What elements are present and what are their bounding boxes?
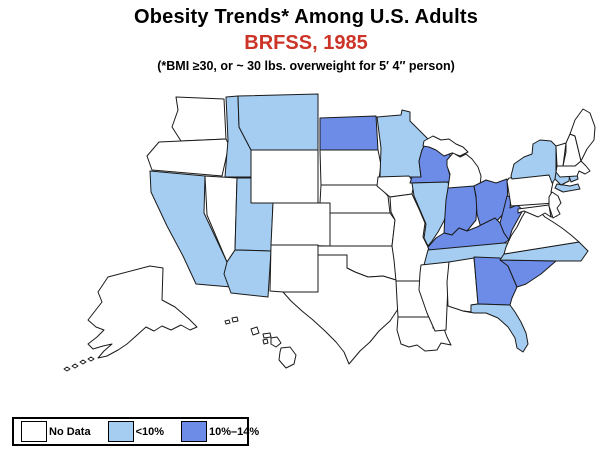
page-title: Obesity Trends* Among U.S. Adults (133, 6, 479, 28)
state-ne (319, 184, 391, 214)
subtitle-year: BRFSS, 1985 (244, 32, 368, 54)
state-ca (149, 170, 232, 288)
state-mt (237, 93, 319, 151)
state-hi (270, 336, 282, 348)
legend-swatch-lt-10 (107, 421, 134, 442)
state-hi (262, 332, 272, 339)
state-ky (427, 217, 510, 253)
state-hi (250, 326, 260, 336)
state-hi (224, 319, 231, 325)
legend-swatch-10-14 (181, 421, 208, 442)
state-sc (499, 259, 557, 288)
state-mi (422, 135, 469, 157)
state-ak (71, 363, 79, 369)
state-al (446, 257, 479, 313)
state-co (270, 202, 331, 247)
legend-label: No Data (49, 425, 91, 438)
state-me (569, 108, 596, 162)
state-ak (87, 356, 95, 362)
state-oh (473, 178, 509, 229)
state-ks (329, 212, 396, 247)
legend-item-10-14: 10%–14% (181, 421, 259, 442)
state-ak (79, 359, 87, 365)
state-tx (282, 254, 404, 365)
state-mi (446, 152, 482, 189)
state-hi (278, 346, 297, 369)
state-fl (462, 303, 529, 353)
legend-item-lt-10: <10% (107, 421, 165, 442)
state-wy (250, 149, 319, 204)
state-ak (87, 265, 198, 359)
legend-label: <10% (135, 425, 165, 438)
definition-note: (*BMI ≥30, or ~ 30 lbs. overweight for 5… (157, 59, 455, 73)
state-az (223, 249, 272, 298)
state-in (443, 185, 478, 236)
legend: No Data <10% 10%–14% (12, 417, 259, 446)
state-nj (548, 191, 562, 219)
header: Obesity Trends* Among U.S. Adults BRFSS,… (0, 0, 612, 73)
state-ny (554, 183, 581, 193)
legend-label: 10%–14% (209, 425, 260, 438)
state-ny (510, 139, 557, 184)
state-nm (269, 244, 319, 293)
state-pa (506, 174, 556, 207)
state-nd (319, 115, 379, 151)
state-wa (171, 96, 227, 142)
state-hi (231, 316, 239, 323)
state-hi (262, 338, 269, 345)
state-or (146, 138, 230, 177)
legend-item-no-data: No Data (21, 421, 91, 442)
legend-swatch-no-data (21, 421, 47, 442)
state-sd (319, 149, 382, 186)
state-ak (63, 366, 71, 372)
